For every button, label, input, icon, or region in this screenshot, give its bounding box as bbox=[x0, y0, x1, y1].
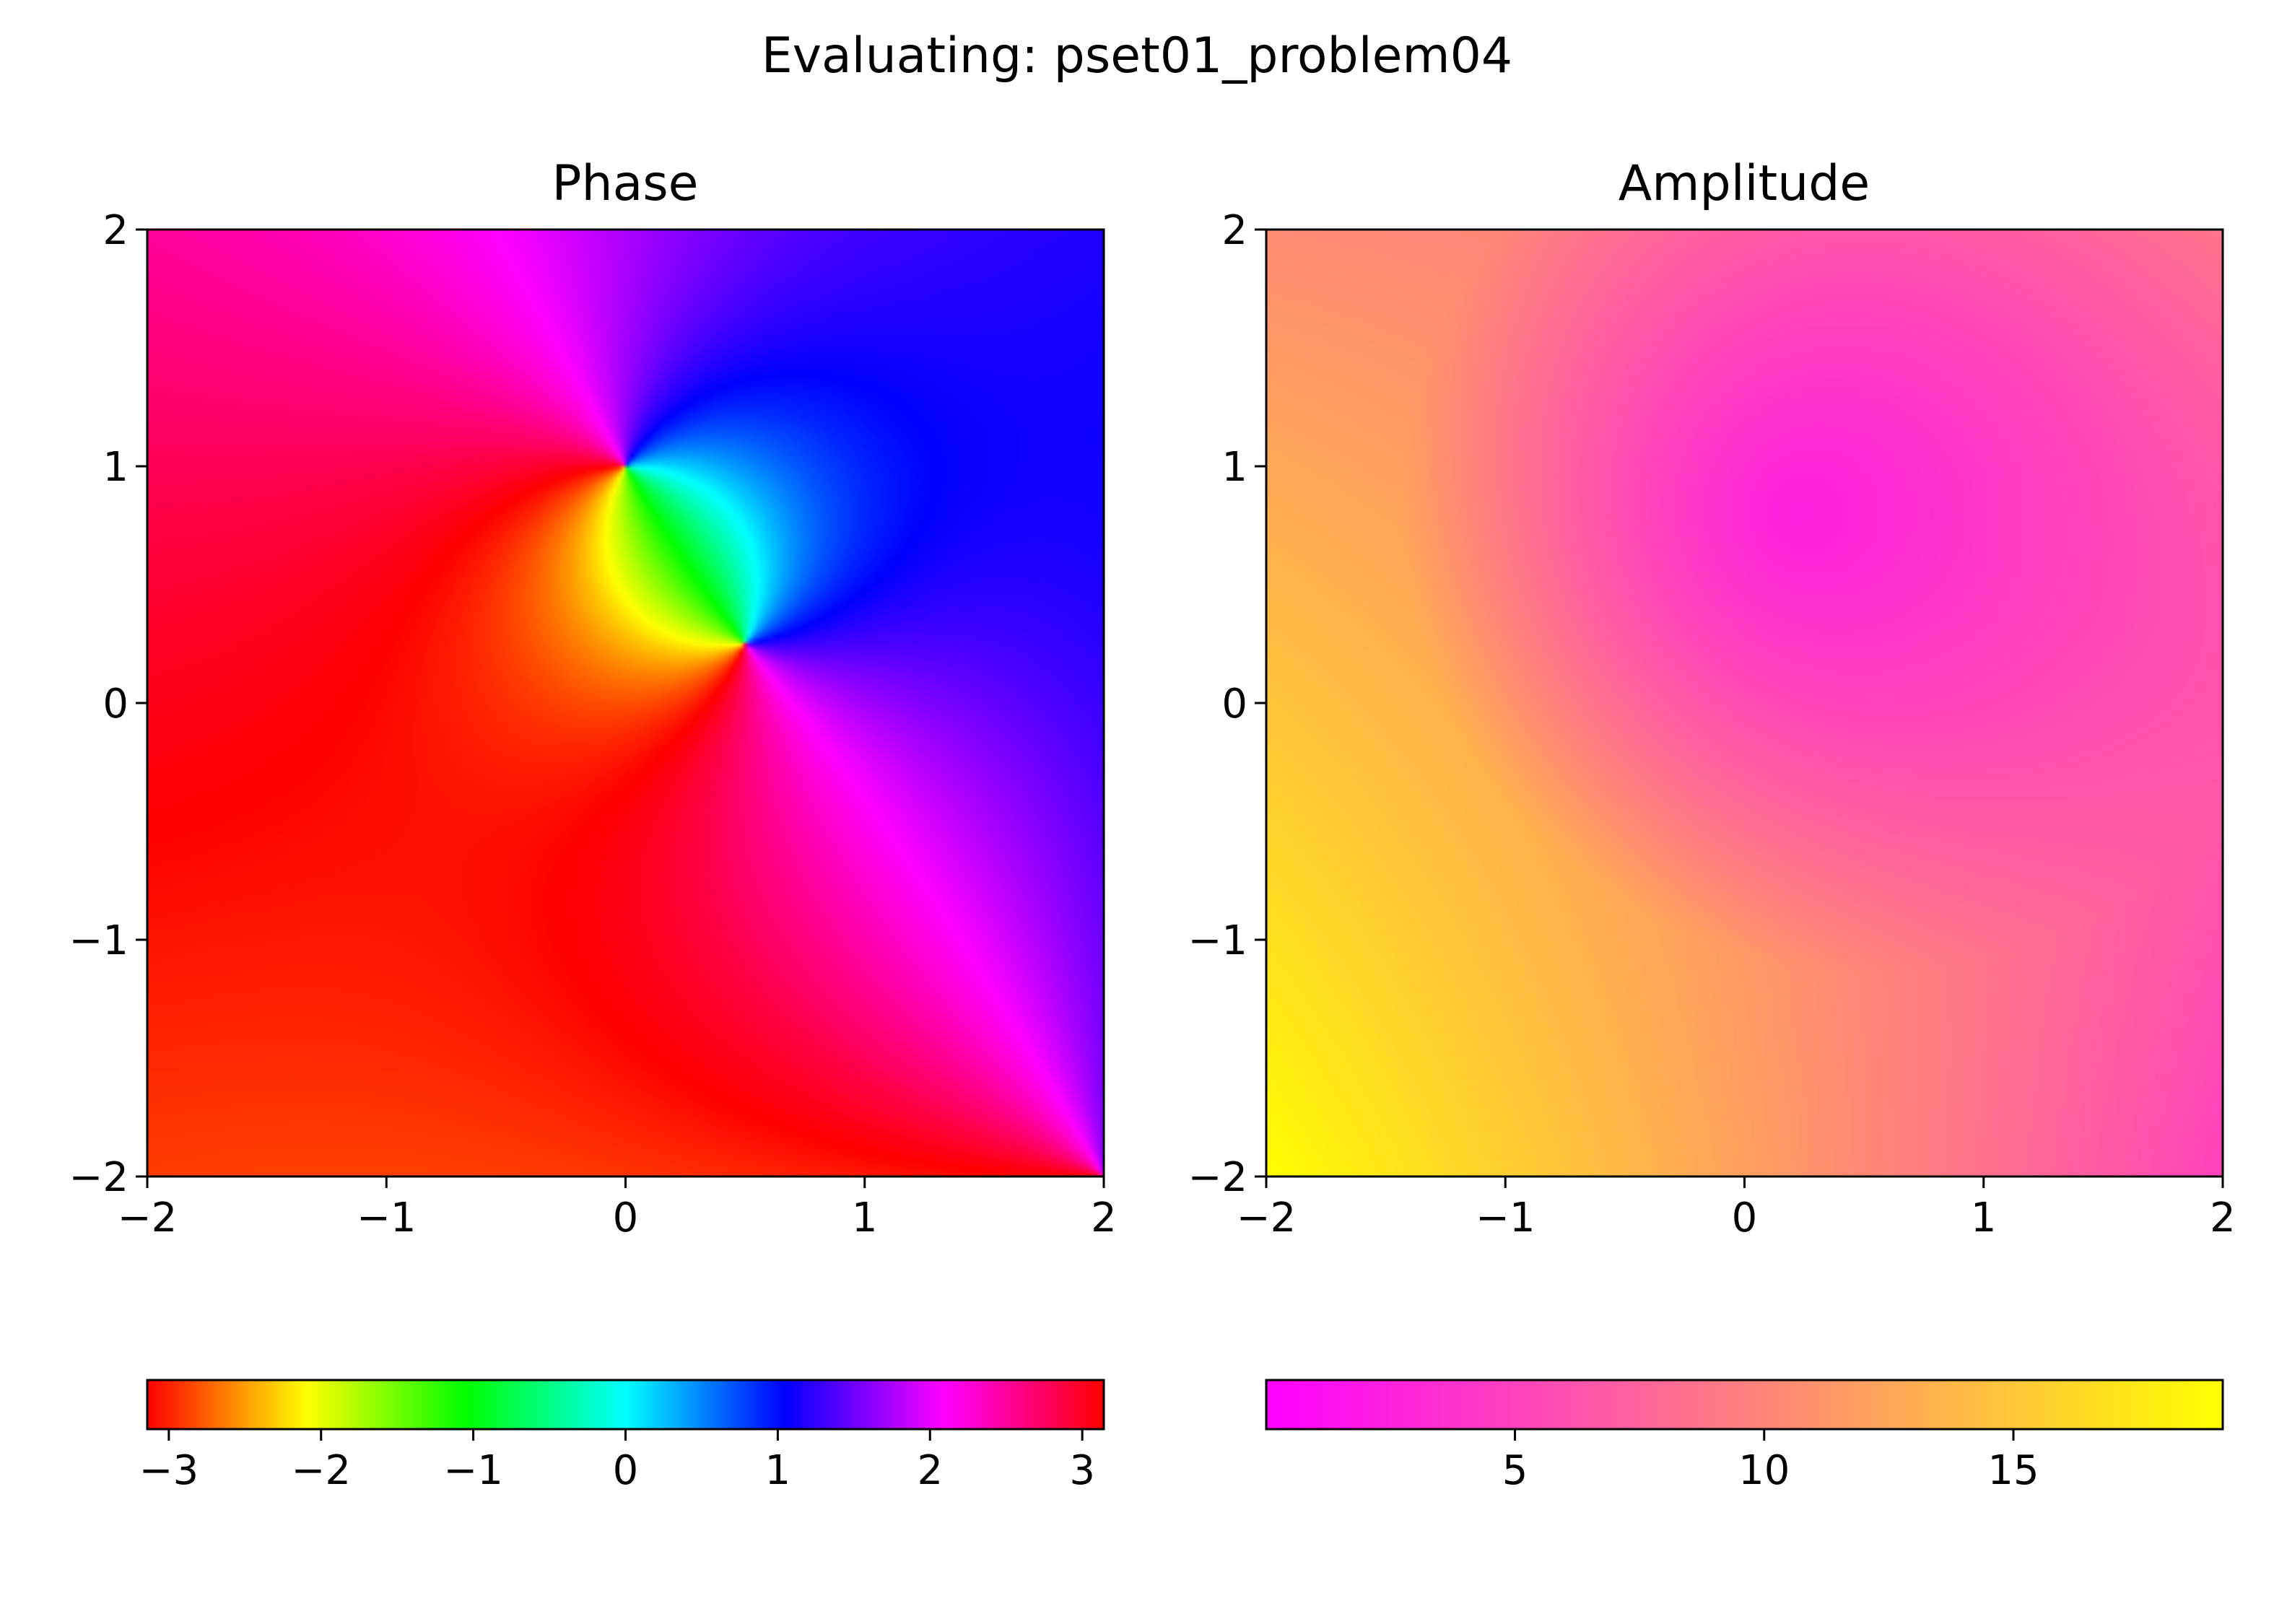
amplitude-heatmap bbox=[1266, 230, 2223, 1176]
phase-ytick-label: 1 bbox=[103, 444, 128, 491]
amplitude-xtick-label: −1 bbox=[1476, 1195, 1535, 1241]
amplitude-colorbar-tick-label: 10 bbox=[1738, 1447, 1790, 1494]
phase-colorbar: −3 −2 −1 0 1 2 3 bbox=[139, 1379, 1105, 1494]
phase-colorbar-tick-label: 3 bbox=[1069, 1447, 1095, 1494]
amplitude-ytick-label: −2 bbox=[1188, 1154, 1247, 1201]
phase-ytick-label: 0 bbox=[103, 681, 128, 728]
phase-heatmap bbox=[147, 230, 1104, 1176]
amplitude-colorbar-tick-label: 5 bbox=[1502, 1447, 1528, 1494]
phase-xtick-label: 0 bbox=[613, 1195, 639, 1241]
phase-title: Phase bbox=[552, 155, 698, 212]
amplitude-xtick-label: 2 bbox=[2210, 1195, 2236, 1241]
phase-xtick-label: −2 bbox=[118, 1195, 178, 1241]
amplitude-panel: Amplitude −2 −1 0 1 2 −2 −1 0 1 2 bbox=[1188, 155, 2235, 1241]
amplitude-ytick-label: 2 bbox=[1221, 207, 1247, 254]
amplitude-x-axis: −2 −1 0 1 2 bbox=[1237, 1176, 2236, 1241]
phase-colorbar-tick-label: 1 bbox=[765, 1447, 791, 1494]
amplitude-xtick-label: −2 bbox=[1237, 1195, 1297, 1241]
phase-colorbar-ticks: −3 −2 −1 0 1 2 3 bbox=[139, 1429, 1095, 1494]
amplitude-xtick-label: 0 bbox=[1732, 1195, 1758, 1241]
phase-x-axis: −2 −1 0 1 2 bbox=[118, 1176, 1117, 1241]
amplitude-y-axis: −2 −1 0 1 2 bbox=[1188, 207, 1266, 1201]
phase-xtick-label: −1 bbox=[357, 1195, 417, 1241]
phase-xtick-label: 1 bbox=[852, 1195, 878, 1241]
phase-y-axis: −2 −1 0 1 2 bbox=[69, 207, 147, 1201]
phase-panel: Phase −2 −1 0 1 2 −2 −1 0 1 2 bbox=[69, 155, 1116, 1241]
amplitude-ytick-label: −1 bbox=[1188, 917, 1247, 964]
phase-colorbar-tick-label: 0 bbox=[613, 1447, 639, 1494]
amplitude-colorbar: 5 10 15 bbox=[1265, 1379, 2224, 1494]
phase-ytick-label: 2 bbox=[103, 207, 128, 254]
phase-colorbar-tick-label: 2 bbox=[917, 1447, 943, 1494]
phase-colorbar-tick-label: −1 bbox=[443, 1447, 503, 1494]
amplitude-ytick-label: 0 bbox=[1221, 681, 1247, 728]
phase-xtick-label: 2 bbox=[1091, 1195, 1117, 1241]
phase-colorbar-tick-label: −2 bbox=[291, 1447, 351, 1494]
amplitude-colorbar-gradient bbox=[1265, 1379, 2224, 1431]
phase-colorbar-gradient bbox=[146, 1379, 1105, 1431]
phase-ytick-label: −1 bbox=[69, 917, 128, 964]
figure-title: Evaluating: pset01_problem04 bbox=[762, 27, 1512, 84]
amplitude-title: Amplitude bbox=[1619, 155, 1870, 212]
amplitude-xtick-label: 1 bbox=[1971, 1195, 1997, 1241]
phase-ytick-label: −2 bbox=[69, 1154, 128, 1201]
amplitude-colorbar-tick-label: 15 bbox=[1987, 1447, 2039, 1494]
amplitude-colorbar-ticks: 5 10 15 bbox=[1502, 1429, 2039, 1494]
amplitude-ytick-label: 1 bbox=[1221, 444, 1247, 491]
phase-colorbar-tick-label: −3 bbox=[139, 1447, 199, 1494]
